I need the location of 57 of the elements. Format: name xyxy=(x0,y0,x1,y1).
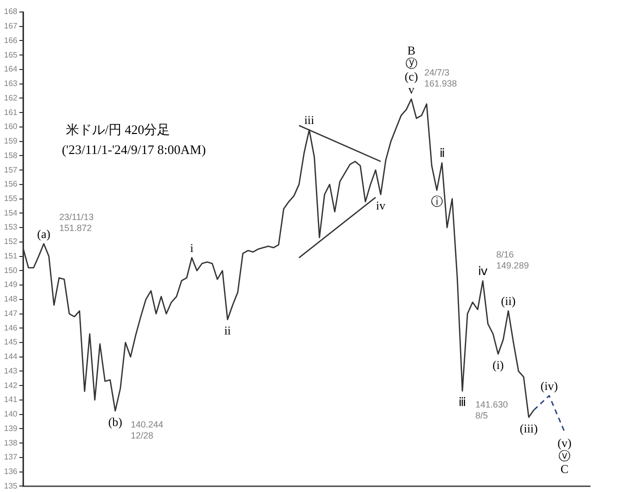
y-tick-label: 147 xyxy=(4,308,18,318)
y-tick-label: 140 xyxy=(4,410,18,419)
y-tick-label: 144 xyxy=(4,352,18,362)
text: 米ドル/円 420分足 xyxy=(66,122,170,137)
data-label: (i) xyxy=(492,358,504,372)
y-tick-label: 165 xyxy=(4,50,18,60)
y-tick-label: 163 xyxy=(4,79,18,88)
data-label: (v) ⓥ C xyxy=(557,436,572,476)
y-tick-label: 160 xyxy=(4,122,18,132)
y-tick-label: 136 xyxy=(4,467,18,476)
y-tick-label: 155 xyxy=(4,194,18,204)
y-tick-label: 151 xyxy=(4,251,18,260)
text: 8/16 149.289 xyxy=(496,249,529,270)
y-tick-label: 157 xyxy=(4,165,18,174)
y-tick-label: 158 xyxy=(4,150,18,160)
y-tick-label: 146 xyxy=(4,323,18,332)
y-tick-label: 166 xyxy=(4,36,18,45)
data-label: ⅱ xyxy=(439,146,444,160)
y-tick-label: 153 xyxy=(4,222,18,232)
y-tick-label: 162 xyxy=(4,93,18,102)
data-label: (iii) xyxy=(520,421,538,436)
text: 23/11/13 151.872 xyxy=(59,212,94,234)
text: 140.244 12/28 xyxy=(130,419,164,440)
y-tick-label: 167 xyxy=(4,22,18,31)
y-tick-label: 164 xyxy=(4,64,18,74)
y-tick-label: 168 xyxy=(4,7,18,16)
y-tick-label: 148 xyxy=(4,294,18,304)
y-tick-label: 161 xyxy=(4,108,18,117)
text: 141.630 8/5 xyxy=(475,399,508,420)
y-tick-label: 138 xyxy=(4,438,18,448)
y-tick-label: 142 xyxy=(4,380,18,390)
y-tick-label: 159 xyxy=(4,136,18,146)
data-label: i xyxy=(190,240,194,255)
data-label: ii xyxy=(224,324,232,338)
y-tick-label: 154 xyxy=(4,208,18,218)
y-tick-label: 152 xyxy=(4,237,18,246)
text: ('23/11/1-'24/9/17 8:00AM) xyxy=(62,142,206,157)
text: ⅳ xyxy=(478,264,488,278)
text: (a) xyxy=(37,226,50,241)
data-label: iv xyxy=(376,198,386,213)
y-tick-label: 143 xyxy=(4,366,18,376)
y-tick-label: 156 xyxy=(4,180,18,189)
data-label: (iv) xyxy=(540,378,558,393)
y-tick-label: 145 xyxy=(4,338,18,347)
data-label: (ii) xyxy=(500,294,516,308)
text: B ⓨ (c) v xyxy=(404,43,418,96)
y-tick-label: 150 xyxy=(4,266,18,275)
text: 24/7/3 161.938 xyxy=(424,68,457,89)
y-tick-label: 149 xyxy=(4,280,18,290)
y-tick-label: 135 xyxy=(4,481,18,490)
text: (b) xyxy=(108,415,122,429)
y-tick-label: 137 xyxy=(4,452,18,462)
text: ⅲ xyxy=(458,395,466,410)
data-label: iii xyxy=(304,112,315,127)
data-label: ⓘ xyxy=(430,194,443,208)
y-tick-label: 141 xyxy=(4,395,18,404)
y-tick-label: 139 xyxy=(4,424,18,433)
